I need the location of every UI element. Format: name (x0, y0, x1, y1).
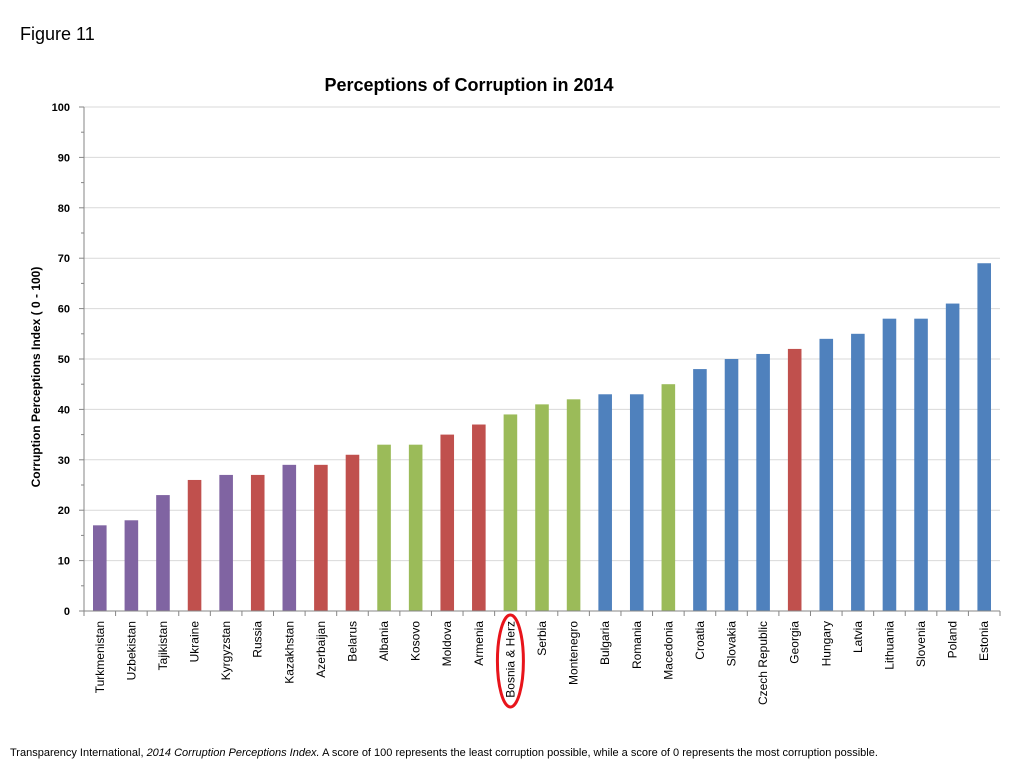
y-tick-label: 10 (58, 556, 70, 568)
bar-croatia (693, 369, 707, 611)
bar-kosovo (408, 444, 423, 611)
bar-kyrgyzstan (219, 474, 233, 611)
bar-ukraine (187, 479, 202, 611)
bar-montenegro (566, 399, 581, 611)
bar-latvia (851, 333, 865, 611)
y-tick-label: 70 (58, 253, 70, 265)
bar-bulgaria (598, 394, 612, 611)
bar-georgia (787, 348, 802, 611)
y-tick-label: 40 (58, 404, 70, 416)
x-tick-label: Estonia (977, 621, 991, 661)
x-tick-label: Kazakhstan (282, 621, 296, 684)
x-tick-label: Albania (377, 621, 391, 661)
y-tick-label: 80 (58, 203, 70, 215)
y-axis-ticks: 0 10 20 30 40 50 60 70 80 90 100 (52, 102, 84, 618)
y-tick-label: 60 (58, 304, 70, 316)
x-tick-label: Czech Republic (756, 621, 770, 705)
x-tick-label: Romania (630, 621, 644, 669)
y-tick-label: 90 (58, 152, 70, 164)
bar-hungary (819, 338, 834, 611)
x-tick-label: Hungary (819, 621, 833, 666)
bar-slovakia (724, 359, 739, 611)
bar-estonia (977, 263, 991, 611)
bar-poland (945, 303, 960, 611)
bar-macedonia (661, 384, 676, 611)
bar-tajikistan (156, 495, 170, 611)
bar-czech-republic (756, 353, 770, 611)
x-tick-label: Armenia (472, 621, 486, 666)
footnote-text: A score of 100 represents the least corr… (319, 747, 878, 759)
bar-albania (377, 444, 391, 611)
highlight-ellipse (495, 613, 525, 709)
x-tick-label: Bosnia & Herz (503, 621, 517, 698)
x-tick-label: Latvia (851, 621, 865, 653)
footnote-report-title: 2014 Corruption Perceptions Index. (146, 747, 320, 759)
x-tick-label: Slovakia (725, 621, 739, 667)
y-tick-label: 100 (52, 102, 70, 114)
x-tick-label: Moldova (440, 621, 454, 667)
x-tick-label: Belarus (345, 621, 359, 662)
bar-turkmenistan (93, 525, 107, 611)
bar-moldova (440, 434, 455, 611)
x-tick-label: Russia (251, 621, 265, 658)
x-tick-label: Georgia (788, 621, 802, 664)
bar-azerbaijan (314, 464, 328, 611)
bar-lithuania (882, 318, 897, 611)
x-tick-label: Macedonia (661, 621, 675, 680)
y-tick-label: 20 (58, 505, 70, 517)
x-tick-label: Bulgaria (598, 621, 612, 665)
x-tick-label: Kosovo (409, 621, 423, 661)
x-tick-label: Uzbekistan (124, 621, 138, 680)
x-tick-label: Slovenia (914, 621, 928, 667)
y-tick-label: 50 (58, 354, 70, 366)
bar-chart: Perceptions of Corruption in 2014 Corrup… (29, 75, 1001, 709)
x-tick-label: Turkmenistan (93, 621, 107, 693)
figure-label: Figure 11 (20, 24, 95, 44)
bar-armenia (472, 424, 486, 611)
bars (93, 263, 991, 611)
x-tick-label: Poland (946, 621, 960, 658)
bar-romania (629, 394, 644, 611)
x-tick-label: Croatia (693, 621, 707, 660)
footnote-source: Transparency International, (10, 747, 147, 759)
bar-bosnia-herz (503, 414, 518, 611)
bar-belarus (345, 454, 360, 611)
x-tick-label: Ukraine (188, 621, 202, 663)
bar-serbia (535, 404, 549, 611)
x-tick-label: Lithuania (882, 621, 896, 670)
y-tick-label: 0 (64, 606, 70, 618)
x-tick-label: Kyrgyzstan (219, 621, 233, 680)
footnote: Transparency International, 2014 Corrupt… (10, 747, 878, 759)
bar-uzbekistan (124, 520, 139, 611)
bar-slovenia (914, 318, 928, 611)
x-tick-label: Montenegro (567, 621, 581, 685)
bar-russia (250, 474, 265, 611)
y-axis-label: Corruption Perceptions Index ( 0 - 100) (29, 267, 43, 488)
y-tick-label: 30 (58, 455, 70, 467)
x-tick-label: Azerbaijan (314, 621, 328, 678)
x-axis-labels: Turkmenistan Uzbekistan Tajikistan Ukraine K… (83, 611, 1001, 705)
x-tick-label: Serbia (535, 621, 549, 656)
x-tick-label: Tajikistan (156, 621, 170, 670)
bar-kazakhstan (282, 464, 297, 611)
chart-title: Perceptions of Corruption in 2014 (324, 75, 613, 95)
